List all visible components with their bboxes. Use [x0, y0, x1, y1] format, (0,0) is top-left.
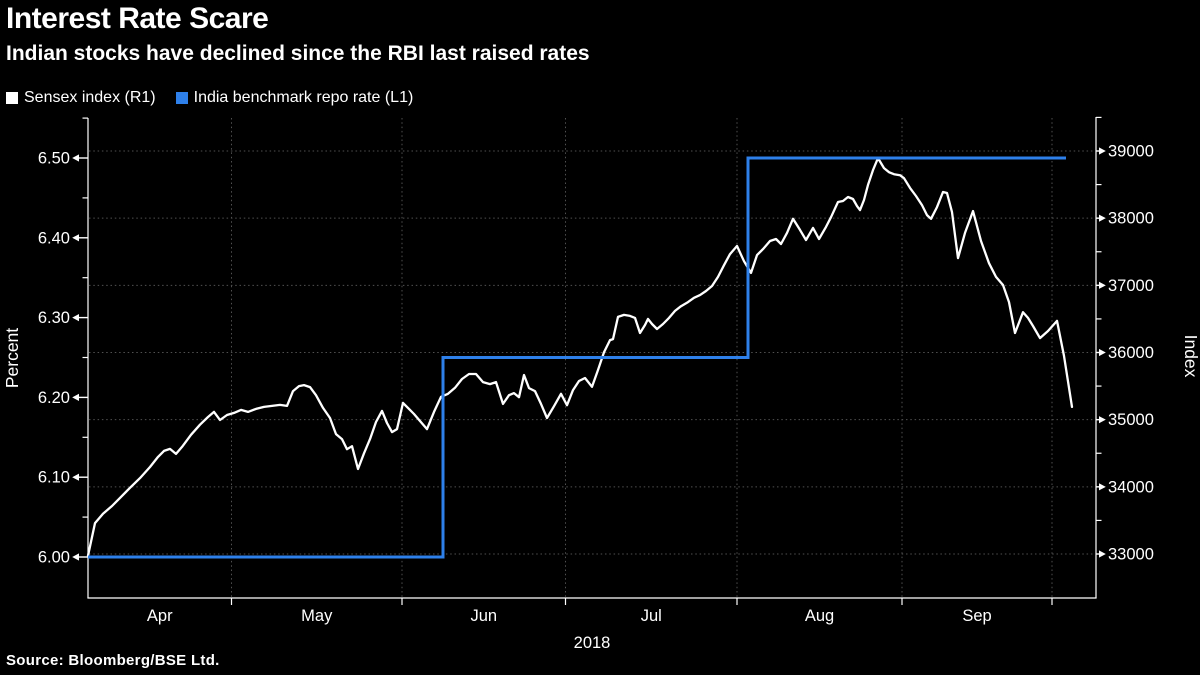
month-label: May [301, 607, 333, 625]
legend-swatch-repo [175, 92, 188, 104]
month-label: Apr [147, 607, 173, 625]
source-credit: Source: Bloomberg/BSE Ltd. [6, 652, 220, 669]
sensex-line [86, 156, 1074, 557]
right-axis: 33000 34000 35000 36000 37000 38000 39000 Index [1096, 116, 1200, 564]
left-axis-tick-label: 6.30 [38, 309, 70, 327]
legend-label-sensex: Sensex index (R1) [24, 89, 156, 106]
legend-swatch-sensex [6, 92, 18, 104]
legend: Sensex index (R1) India benchmark repo r… [6, 89, 433, 107]
right-axis-tick-label: 39000 [1108, 143, 1154, 161]
legend-label-repo: India benchmark repo rate (L1) [193, 89, 414, 106]
legend-item-sensex: Sensex index (R1) [6, 89, 156, 107]
month-label: Aug [805, 607, 834, 625]
bottom-axis: Apr May Jun Jul Aug Sep 2018 [147, 598, 1053, 652]
right-axis-tick-label: 33000 [1108, 546, 1154, 564]
right-axis-tick-label: 36000 [1108, 344, 1154, 362]
chart-subtitle: Indian stocks have declined since the RB… [6, 42, 590, 65]
right-axis-tick-label: 37000 [1108, 277, 1154, 295]
month-label: Sep [962, 607, 991, 625]
chart-title: Interest Rate Scare [6, 2, 269, 35]
left-axis-tick-label: 6.50 [38, 150, 70, 168]
right-axis-title: Index [1181, 335, 1200, 378]
left-axis-tick-label: 6.20 [38, 389, 70, 407]
left-axis-title: Percent [2, 328, 22, 388]
y-gridlines [89, 150, 1095, 555]
right-axis-tick-label: 35000 [1108, 411, 1154, 429]
right-axis-tick-label: 34000 [1108, 478, 1154, 496]
left-axis: 6.00 6.10 6.20 6.30 6.40 6.50 Percent [2, 117, 88, 567]
month-label: Jun [470, 607, 497, 625]
year-label: 2018 [574, 634, 611, 652]
left-axis-tick-label: 6.40 [38, 229, 70, 247]
repo-rate-line [88, 156, 1066, 559]
month-label: Jul [641, 607, 662, 625]
legend-item-repo: India benchmark repo rate (L1) [175, 89, 414, 107]
left-axis-tick-label: 6.00 [38, 549, 70, 567]
right-axis-tick-label: 38000 [1108, 210, 1154, 228]
left-axis-tick-label: 6.10 [38, 469, 70, 487]
